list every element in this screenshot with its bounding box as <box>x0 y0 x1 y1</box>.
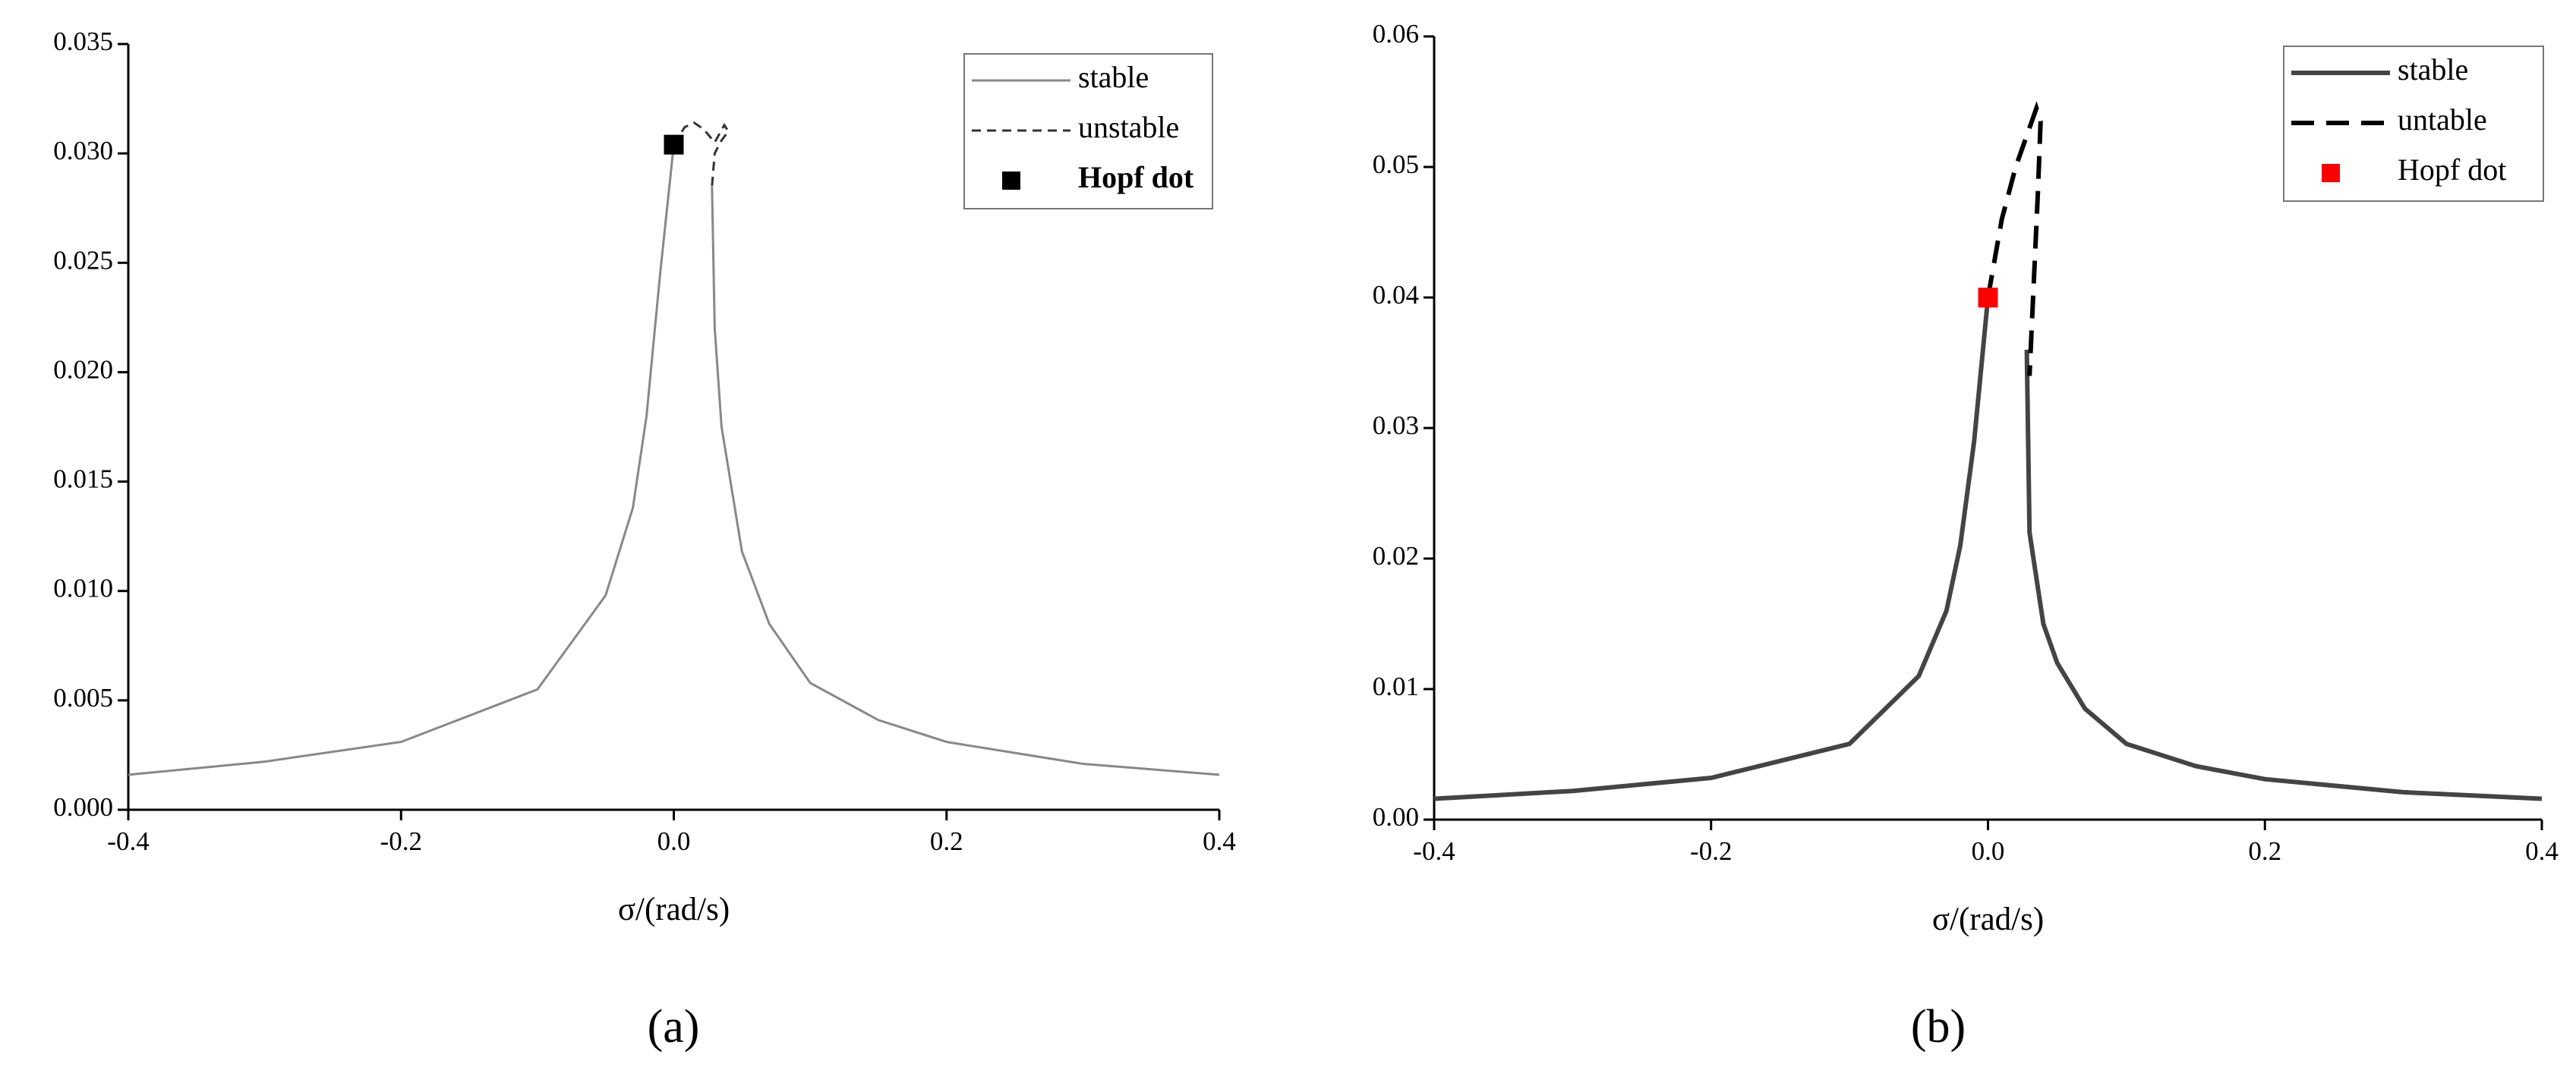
x-tick-label: 0.4 <box>1203 826 1236 856</box>
legend-label: stable <box>1078 60 1149 94</box>
x-tick-label: -0.4 <box>1413 836 1455 866</box>
x-tick-label: 0.0 <box>1972 836 2005 866</box>
y-tick-label: 0.00 <box>1373 802 1419 832</box>
series-line <box>673 121 730 187</box>
y-tick-label: 0.035 <box>53 27 113 56</box>
legend-label: Hopf dot <box>2398 153 2506 187</box>
legend-label: stable <box>2398 52 2468 87</box>
x-tick-label: -0.2 <box>380 826 422 856</box>
y-tick-label: 0.01 <box>1373 672 1419 701</box>
y-tick-label: 0.030 <box>53 136 113 165</box>
y-tick-label: 0.03 <box>1373 411 1419 440</box>
legend-marker <box>2322 164 2340 182</box>
x-tick-label: -0.4 <box>107 826 149 856</box>
y-tick-label: 0.000 <box>53 792 113 822</box>
y-tick-label: 0.005 <box>53 683 113 713</box>
y-tick-label: 0.025 <box>53 245 113 275</box>
series-line <box>1985 101 2043 376</box>
series-line <box>128 144 1220 776</box>
legend-marker <box>1002 172 1020 190</box>
panel-label: (b) <box>1911 1001 1966 1053</box>
x-axis-label: σ/(rad/s) <box>1932 902 2044 937</box>
series-line <box>1433 297 2543 801</box>
x-tick-label: -0.2 <box>1690 836 1732 866</box>
panel-label: (a) <box>648 1001 700 1053</box>
hopf-marker <box>1978 288 1998 307</box>
y-tick-label: 0.04 <box>1373 280 1419 310</box>
legend-label: unstable <box>1078 110 1179 144</box>
y-tick-label: 0.015 <box>53 464 113 494</box>
y-tick-label: 0.05 <box>1373 150 1419 179</box>
legend-label: untable <box>2398 102 2487 137</box>
x-axis-label: σ/(rad/s) <box>618 892 730 927</box>
legend-label: Hopf dot <box>1078 160 1194 194</box>
y-tick-label: 0.06 <box>1373 19 1419 49</box>
x-tick-label: 0.0 <box>657 826 691 856</box>
y-tick-label: 0.020 <box>53 354 113 384</box>
y-tick-label: 0.02 <box>1373 541 1419 571</box>
y-tick-label: 0.010 <box>53 574 113 603</box>
x-tick-label: 0.2 <box>2248 836 2281 866</box>
x-tick-label: 0.4 <box>2525 836 2559 866</box>
hopf-marker <box>664 134 684 155</box>
x-tick-label: 0.2 <box>930 826 963 856</box>
